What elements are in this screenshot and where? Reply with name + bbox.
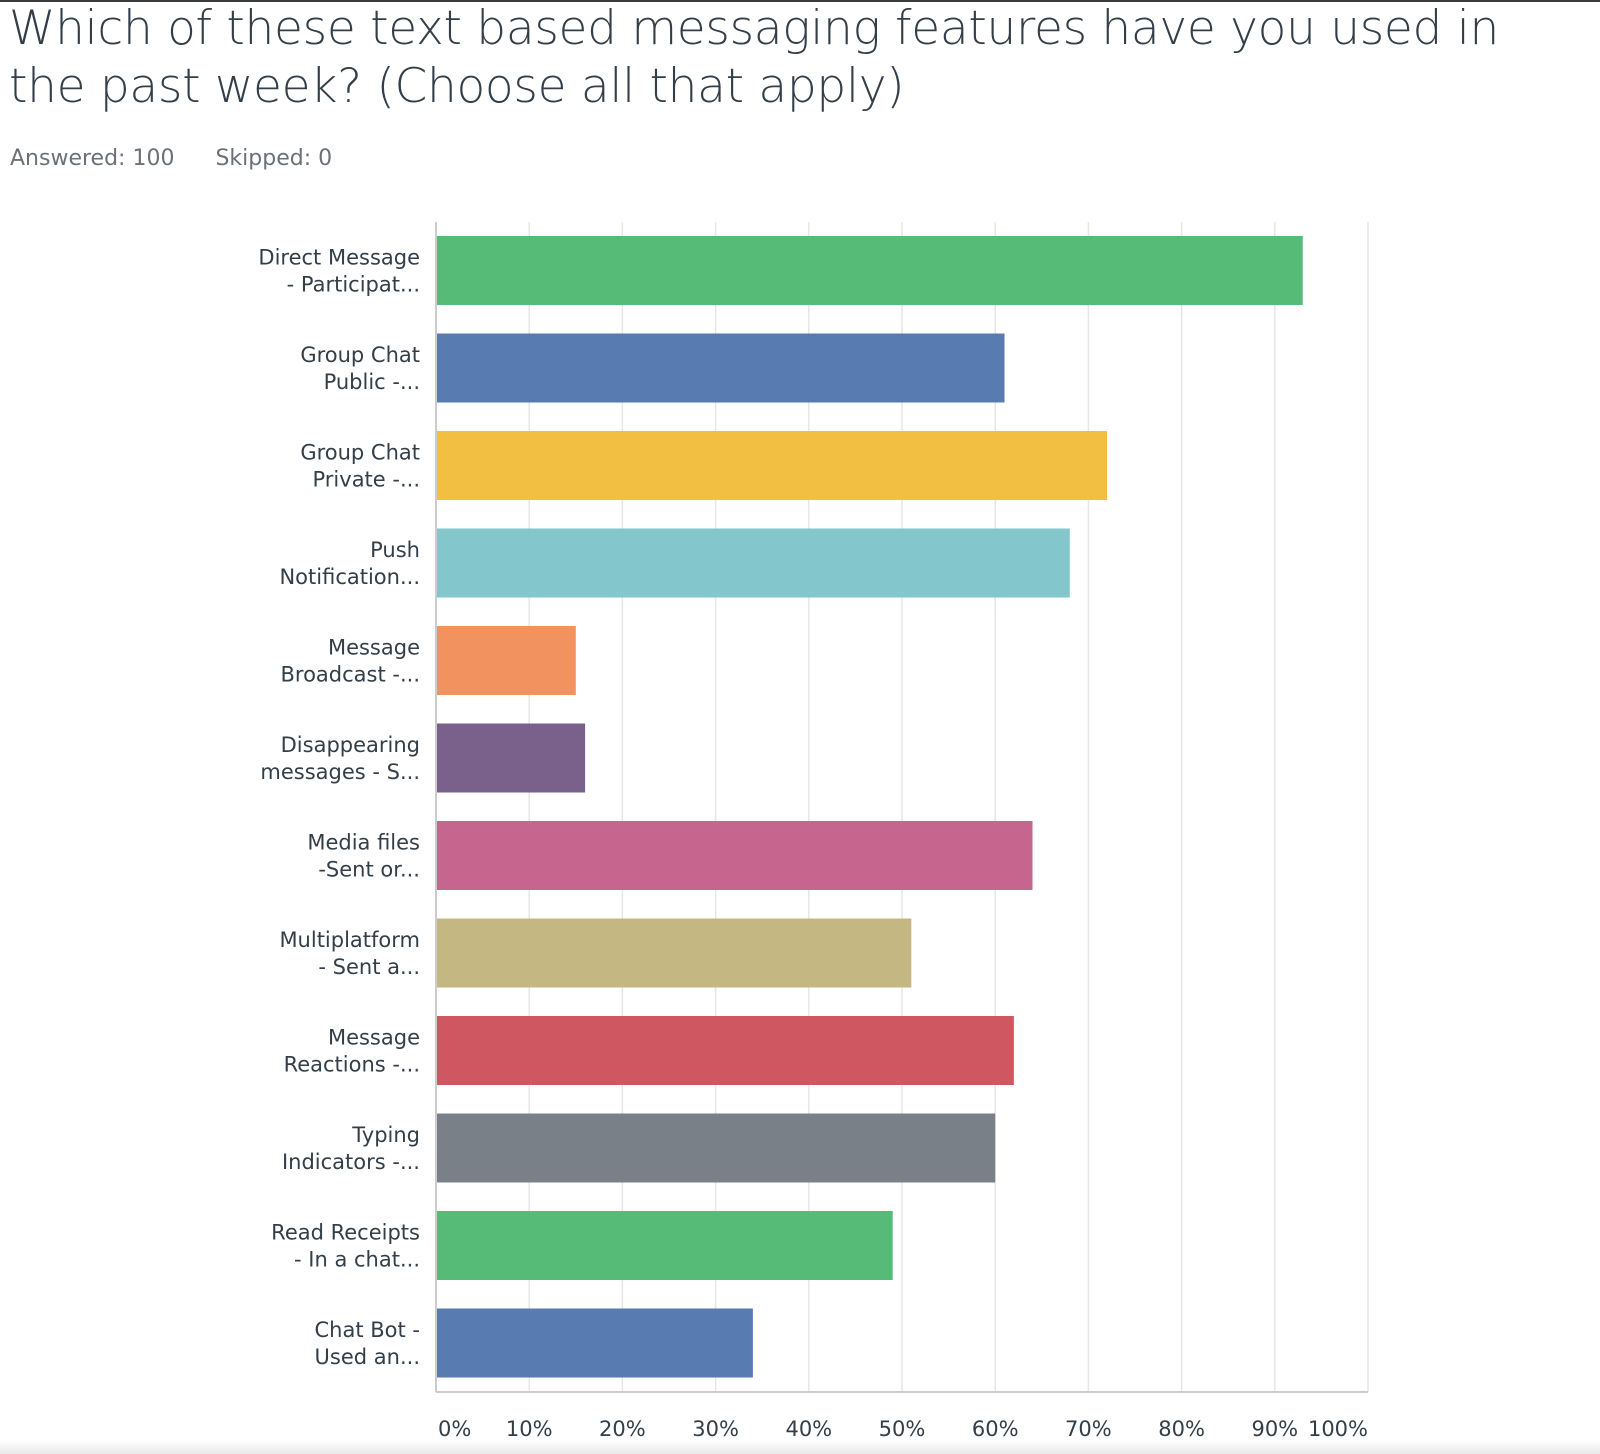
question-title: Which of these text based messaging feat… [9,1,1499,114]
bar [436,918,912,988]
category-label: -Sent or... [318,858,420,882]
category-label: Multiplatform [279,928,420,952]
axes [435,222,1368,1393]
category-label: messages - S... [260,760,420,784]
category-label: Message [328,1026,420,1050]
answered-count: Answered: 100 [10,146,175,171]
bar [436,626,576,695]
bar [436,333,1005,403]
bar [436,1211,893,1280]
category-label: Disappearing [281,733,420,757]
skipped-count: Skipped: 0 [215,146,333,171]
bar [436,528,1070,598]
x-tick-labels: 0% 10% 20% 30% 40% 50% 60% 70% 80% 90% 100% [438,1417,1368,1441]
category-label: Group Chat [300,343,420,367]
category-label: Broadcast -... [281,663,421,687]
x-tick-label: 0% [438,1417,471,1441]
category-label: - Sent a... [318,955,420,979]
category-label: Used an... [315,1345,420,1369]
top-border [0,0,1600,2]
bars [436,236,1303,1378]
bar [436,1308,753,1378]
category-label: Private -... [313,468,421,492]
category-label: - In a chat... [294,1248,420,1272]
x-tick-label: 70% [1065,1417,1112,1441]
category-label: Push [370,538,420,562]
bottom-edge [0,1440,1600,1454]
category-label: Chat Bot - [315,1318,421,1342]
bar [436,236,1303,305]
category-label: Group Chat [300,441,420,465]
bar [436,431,1108,500]
response-stats: Answered: 100 Skipped: 0 [10,146,366,171]
category-labels: Direct Message - Participat... Group Chat P… [258,246,420,1370]
category-label: - Participat... [287,273,420,297]
x-tick-label: 40% [785,1417,832,1441]
x-tick-label: 20% [599,1417,646,1441]
x-tick-label: 90% [1251,1417,1298,1441]
bar [436,1113,996,1183]
category-label: Notification... [279,565,420,589]
x-tick-label: 30% [692,1417,739,1441]
category-label: Reactions -... [284,1053,420,1077]
category-label: Message [328,636,420,660]
bar [436,1016,1014,1085]
bar [436,723,586,793]
x-tick-label: 60% [972,1417,1019,1441]
category-label: Read Receipts [271,1221,420,1245]
category-label: Public -... [324,370,420,394]
category-label: Media files [307,831,420,855]
bar [436,821,1033,890]
x-tick-label: 50% [879,1417,926,1441]
grid-lines [528,222,1369,1392]
x-tick-label: 10% [506,1417,553,1441]
category-label: Indicators -... [282,1150,420,1174]
x-tick-label: 80% [1158,1417,1205,1441]
category-label: Typing [351,1123,420,1147]
category-label: Direct Message [258,246,420,270]
x-tick-label: 100% [1308,1417,1368,1441]
